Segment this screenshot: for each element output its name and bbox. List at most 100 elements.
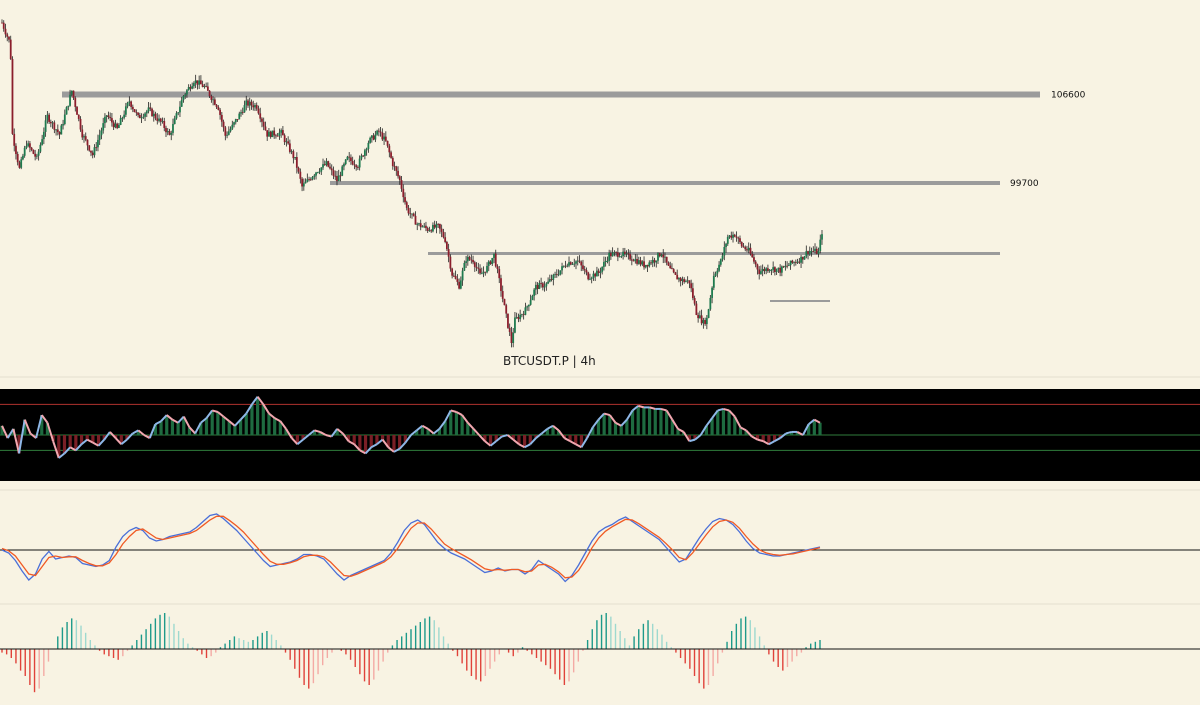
candle-body <box>643 261 645 268</box>
oscillator-line-segment <box>597 412 605 421</box>
candle-body <box>273 130 276 136</box>
candle-body <box>67 105 70 108</box>
oscillator-line-segment <box>29 432 37 439</box>
candle-body <box>702 320 705 324</box>
candle-body <box>714 273 717 276</box>
oscillator-line-segment <box>671 419 679 430</box>
candle-body <box>142 116 145 118</box>
candle-body <box>660 254 663 257</box>
candle-body <box>688 280 691 284</box>
price-pane: 106600 99700 <box>1 19 1086 348</box>
candle-body <box>648 262 651 267</box>
candle-body <box>275 135 277 137</box>
candle-body <box>199 80 202 85</box>
candle-body <box>124 106 127 115</box>
candle-body <box>131 106 134 110</box>
candle-body <box>644 264 647 268</box>
oscillator-line-segment <box>166 414 174 421</box>
candle-body <box>561 266 563 271</box>
candle-body <box>4 28 7 35</box>
oscillator-line-segment <box>689 438 696 443</box>
oscillator-line-segment <box>217 411 225 418</box>
candle-body <box>130 101 133 107</box>
candle-body <box>397 170 399 177</box>
candle-body <box>712 275 715 288</box>
candle-body <box>262 121 265 127</box>
candle-body <box>793 262 795 263</box>
candle-body <box>32 149 35 154</box>
candle-body <box>480 273 483 275</box>
candle-body <box>46 114 49 121</box>
candle-body <box>334 175 337 177</box>
candle-body <box>357 167 359 168</box>
candle-body <box>159 118 162 122</box>
candle-body <box>529 300 532 305</box>
candle-body <box>784 265 787 268</box>
oscillator-line-segment <box>631 405 639 412</box>
candle-body <box>166 131 169 133</box>
oscillator-line-segment <box>75 443 83 452</box>
oscillator-line-segment <box>86 438 94 444</box>
candle-body <box>16 154 19 163</box>
oscillator-line-segment <box>290 437 299 445</box>
candle-body <box>707 309 710 318</box>
oscillator-line-segment <box>433 428 441 435</box>
candle-body <box>616 252 619 257</box>
candle-body <box>459 280 462 289</box>
candle-body <box>728 235 731 237</box>
candle-body <box>533 289 536 296</box>
oscillator-line-segment <box>495 435 503 442</box>
oscillator-line-segment <box>69 446 77 452</box>
candle-body <box>514 317 516 333</box>
candle-body <box>789 260 792 266</box>
candle-body <box>257 108 260 114</box>
candle-body <box>84 136 87 140</box>
candle-body <box>463 262 466 271</box>
candle-body <box>236 119 239 120</box>
candle-body <box>568 262 570 266</box>
candle-body <box>704 320 707 325</box>
candle-body <box>114 123 117 128</box>
candle-body <box>798 261 801 263</box>
candle-body <box>753 257 755 262</box>
candle-body <box>280 130 283 133</box>
oscillator-line-segment <box>160 414 168 422</box>
candle-body <box>590 277 593 279</box>
candle-body <box>683 279 686 283</box>
oscillator-line-segment <box>12 428 21 454</box>
candle-body <box>697 315 700 319</box>
candle-body <box>351 160 354 165</box>
oscillator-line-segment <box>200 417 208 424</box>
candle-body <box>318 171 321 173</box>
candle-body <box>796 261 799 263</box>
oscillator-line-segment <box>461 414 469 424</box>
oscillator-line-segment <box>637 404 645 409</box>
oscillator-line-segment <box>336 428 344 435</box>
oscillator-line-segment <box>342 432 350 442</box>
candle-body <box>243 105 246 113</box>
candle-body <box>25 145 28 148</box>
candle-body <box>327 161 330 167</box>
candle-body <box>505 305 508 314</box>
candle-body <box>756 264 759 270</box>
candle-body <box>801 256 804 260</box>
candle-body <box>548 279 551 282</box>
candle-body <box>445 241 448 250</box>
candle-body <box>316 172 319 174</box>
candle-body <box>526 306 529 308</box>
oscillator-line-segment <box>262 403 270 415</box>
candle-body <box>685 281 687 283</box>
candle-body <box>93 147 96 156</box>
candle-body <box>564 265 567 267</box>
candle-body <box>655 260 658 263</box>
oscillator-line-segment <box>723 407 730 412</box>
candle-body <box>603 262 605 267</box>
candle-body <box>519 314 522 320</box>
candle-body <box>30 147 33 150</box>
candle-body <box>416 224 419 226</box>
oscillator-line-segment <box>660 407 667 412</box>
candle-body <box>193 83 195 87</box>
candle-body <box>452 275 455 277</box>
oscillator-line-segment <box>404 434 412 444</box>
